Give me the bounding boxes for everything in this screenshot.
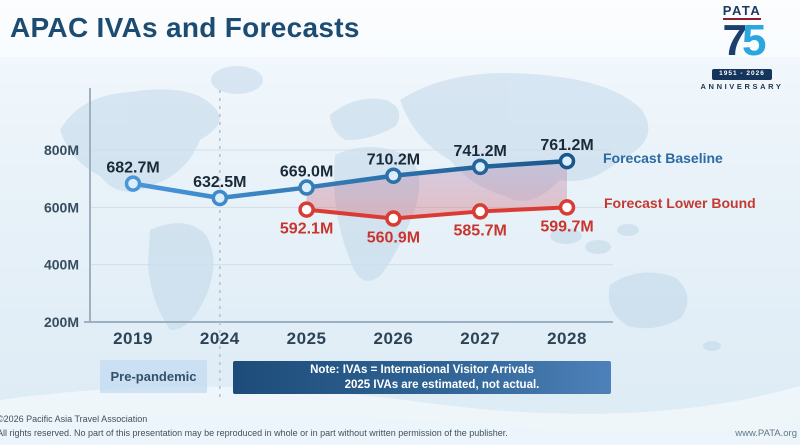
legend-forecast-baseline: Forecast Baseline [603,150,723,166]
data-point-marker [211,189,229,207]
note-line-2: 2025 IVAs are estimated, not actual. [344,378,540,391]
y-tick-label: 800M [44,142,79,158]
logo-years-banner: 1951 - 2026 [712,69,772,80]
logo-underline [723,18,761,20]
continent-shapes [60,66,721,351]
series-line [304,205,569,221]
logo-anniversary-text: ANNIVERSARY [700,81,784,91]
data-point-label: 599.7M [540,218,593,235]
bottom-swoosh-2 [0,415,800,445]
x-tick-label: 2027 [460,329,500,348]
data-point-label: 669.0M [280,164,333,181]
data-point-marker [298,201,315,218]
data-point-marker [471,158,489,176]
data-point-label: 741.2M [454,143,507,160]
page-title: APAC IVAs and Forecasts [10,12,360,43]
y-tick-label: 400M [44,257,79,273]
data-point-label: 585.7M [454,222,507,239]
footer-copyright: ©2026 Pacific Asia Travel Association [0,414,148,424]
data-point-label: 560.9M [367,230,420,247]
x-tick-label: 2024 [200,329,240,348]
data-point-label: 592.1M [280,221,333,238]
note-box: Note: IVAs = International Visitor Arriv… [233,361,611,394]
data-point-marker [558,152,576,170]
data-point-marker [558,199,576,216]
footer-rights: All rights reserved. No part of this pre… [0,428,508,438]
data-point-label: 682.7M [106,160,159,177]
data-point-marker [385,210,402,227]
pata-wordmark: PATA [722,3,762,18]
data-point-marker [385,167,402,184]
data-point-marker [471,203,489,220]
data-point-label: 761.2M [540,137,593,154]
forecast-band [306,161,567,219]
logo-75-number: 75 [690,19,794,63]
pre-pandemic-label: Pre-pandemic [100,360,207,393]
x-tick-label: 2019 [113,329,153,348]
pata-75-logo: PATA 75 1951 - 2026 ANNIVERSARY [690,4,794,90]
note-line-1: Note: IVAs = International Visitor Arriv… [310,363,534,376]
legend-forecast-lower-bound: Forecast Lower Bound [604,195,756,211]
y-tick-label: 600M [44,199,79,215]
data-point-marker [124,175,142,192]
x-tick-label: 2025 [287,329,327,348]
data-point-marker [298,179,315,196]
series-line [130,158,570,201]
y-tick-label: 200M [44,314,79,330]
x-tick-label: 2028 [547,329,587,348]
x-tick-label: 2026 [373,329,413,348]
top-band [0,0,800,57]
data-point-label: 632.5M [193,174,246,191]
footer-website: www.PATA.org [735,428,797,439]
data-point-label: 710.2M [367,152,420,169]
